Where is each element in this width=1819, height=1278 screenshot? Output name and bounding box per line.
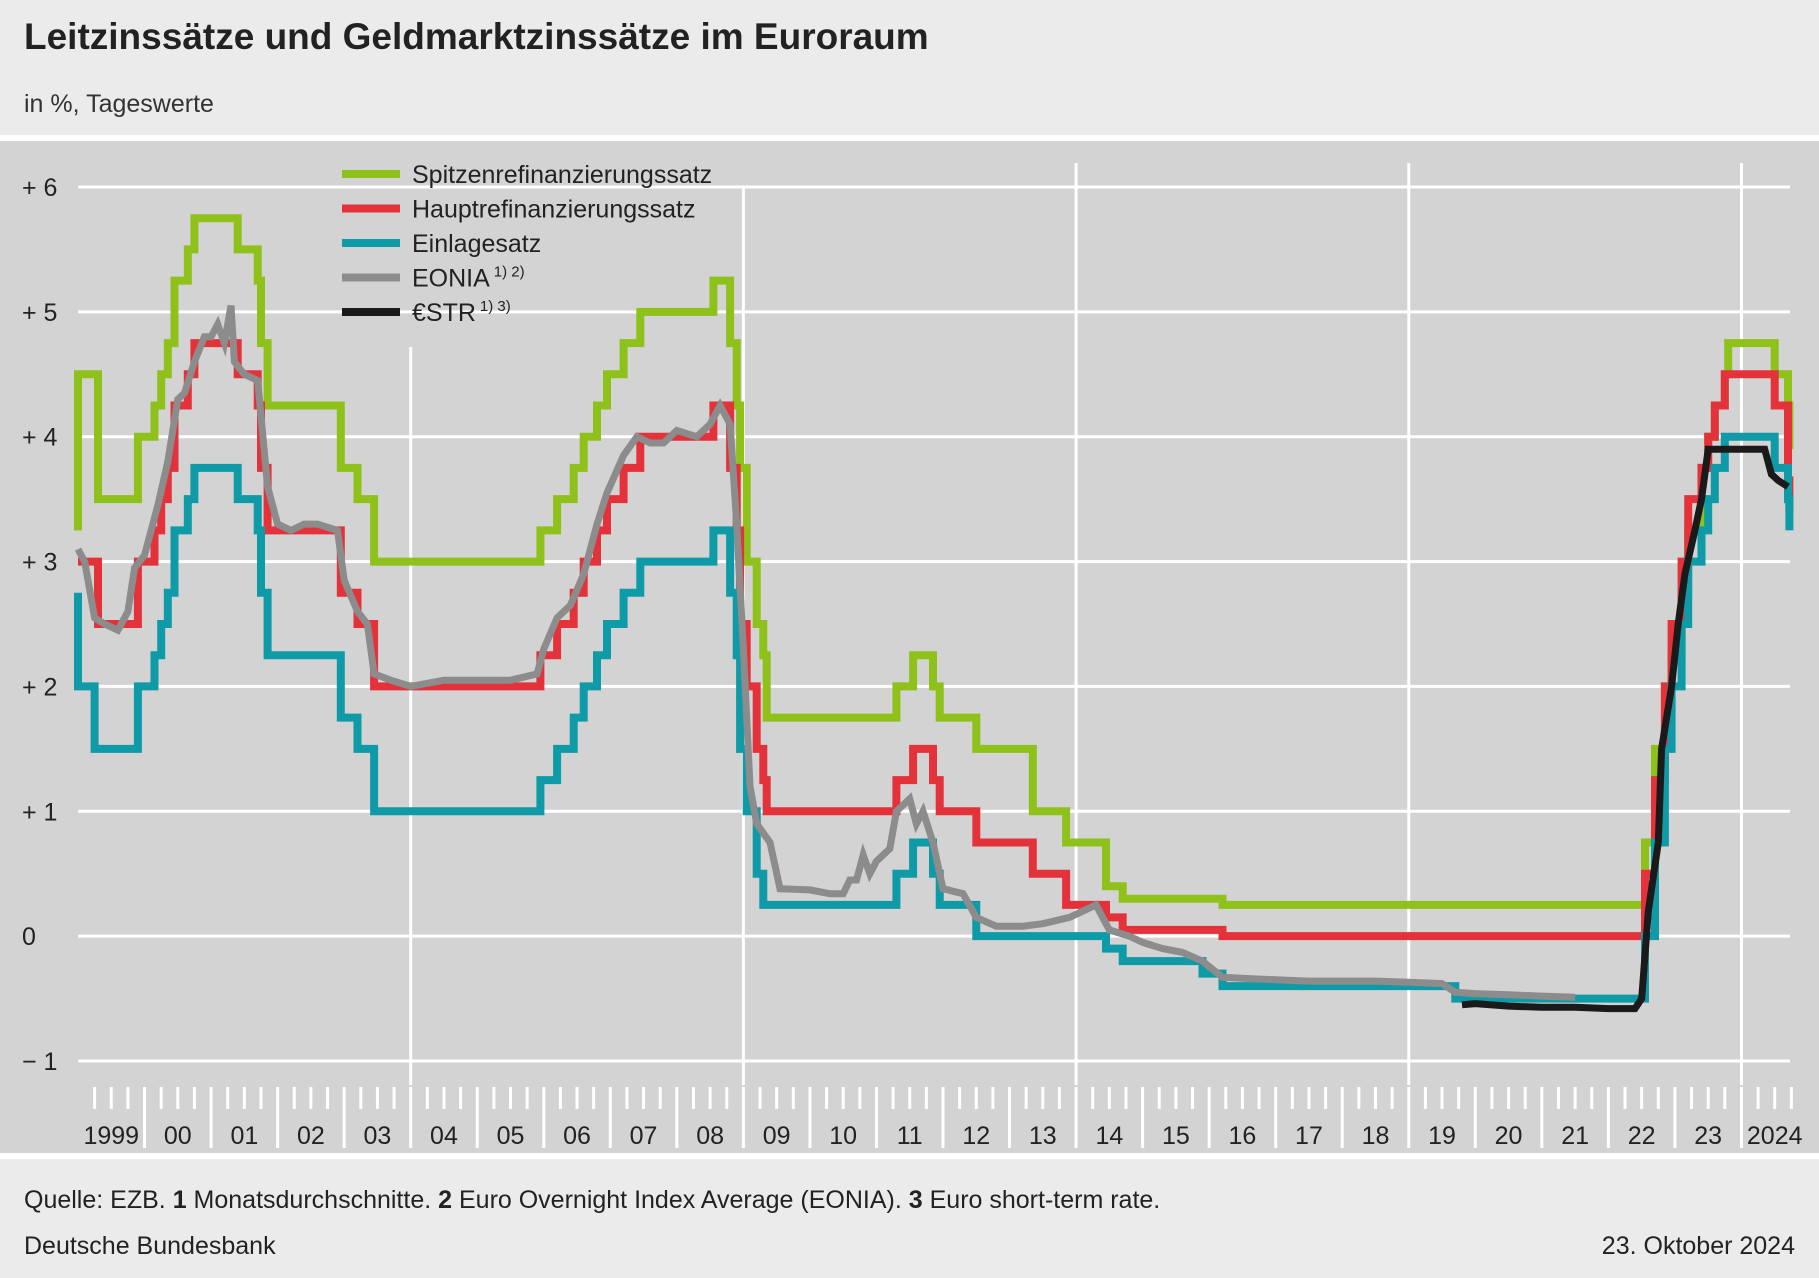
x-tick-label-07: 07 (630, 1122, 658, 1150)
source-prefix: Quelle: EZB. (24, 1186, 166, 1214)
x-tick-label-2024: 2024 (1747, 1122, 1803, 1150)
x-tick-label-01: 01 (230, 1122, 258, 1150)
x-tick-label-09: 09 (763, 1122, 791, 1150)
x-tick-label-04: 04 (430, 1122, 458, 1150)
x-tick-label-21: 21 (1561, 1122, 1589, 1150)
chart-subtitle: in %, Tageswerte (24, 90, 214, 118)
x-tick-label-13: 13 (1029, 1122, 1057, 1150)
x-tick-label-00: 00 (164, 1122, 192, 1150)
y-axis: + 6 + 5 + 4 + 3 + 2 + 1 0 − 1 (22, 174, 58, 1076)
series-line-3 (74, 304, 1576, 1001)
legend: Spitzenrefinanzierungssatz Hauptrefinanzi… (342, 161, 712, 327)
series-line-4 (1461, 445, 1790, 1013)
chart-title: Leitzinssätze und Geldmarktzinssätze im … (24, 16, 929, 57)
legend-label-0: Spitzenrefinanzierungssatz (412, 161, 712, 189)
x-tick-label-1999: 1999 (83, 1122, 139, 1150)
x-tick-label-19: 19 (1428, 1122, 1456, 1150)
x-tick-label-22: 22 (1628, 1122, 1656, 1150)
x-tick-label-20: 20 (1495, 1122, 1523, 1150)
legend-label-2: Einlagesatz (412, 230, 541, 258)
grid-lines (78, 163, 1790, 1085)
x-tick-label-05: 05 (497, 1122, 525, 1150)
x-tick-label-16: 16 (1229, 1122, 1257, 1150)
x-tick-label-02: 02 (297, 1122, 325, 1150)
x-tick-label-15: 15 (1162, 1122, 1190, 1150)
x-tick-label-10: 10 (829, 1122, 857, 1150)
legend-label-1: Hauptrefinanzierungssatz (412, 196, 696, 224)
x-tick-label-14: 14 (1095, 1122, 1123, 1150)
x-tick-label-17: 17 (1295, 1122, 1323, 1150)
legend-label-4: €STR 1) 3) (412, 298, 511, 327)
x-tick-label-06: 06 (563, 1122, 591, 1150)
series-line-2 (74, 432, 1794, 1003)
y-tick-label-0: + 6 (22, 174, 57, 202)
note1-text: Monatsdurchschnitte. (193, 1186, 432, 1214)
x-tick-label-18: 18 (1362, 1122, 1390, 1150)
y-tick-label-2: + 4 (22, 424, 58, 452)
legend-label-3: EONIA 1) 2) (412, 264, 525, 293)
y-tick-label-6: 0 (22, 923, 36, 951)
y-tick-label-7: − 1 (22, 1048, 57, 1076)
note2-text: Euro Overnight Index Average (EONIA). (458, 1186, 902, 1214)
publisher: Deutsche Bundesbank (24, 1232, 276, 1260)
x-tick-label-12: 12 (962, 1122, 990, 1150)
y-tick-label-1: + 5 (22, 299, 57, 327)
plot-background (0, 135, 1819, 1159)
note3-number: 3 (908, 1186, 923, 1214)
source-notes: Quelle: EZB. 1 Monatsdurchschnitte. 2 Eu… (24, 1186, 1160, 1215)
x-tick-label-08: 08 (696, 1122, 724, 1150)
y-tick-label-5: + 1 (22, 798, 57, 826)
x-axis: 1999 00 01 02 03 04 05 06 07 08 09 10 11 12 13 14 15 16 17… (83, 1087, 1803, 1150)
y-tick-label-4: + 2 (22, 673, 57, 701)
x-tick-label-03: 03 (364, 1122, 392, 1150)
note1-number: 1 (172, 1186, 187, 1214)
note2-number: 2 (438, 1186, 453, 1214)
x-tick-label-11: 11 (897, 1122, 923, 1150)
x-tick-label-23: 23 (1694, 1122, 1722, 1150)
series-lines (74, 214, 1794, 1013)
note3-text: Euro short-term rate. (929, 1186, 1161, 1214)
publication-date: 23. Oktober 2024 (1601, 1232, 1795, 1260)
y-tick-label-3: + 3 (22, 549, 57, 577)
